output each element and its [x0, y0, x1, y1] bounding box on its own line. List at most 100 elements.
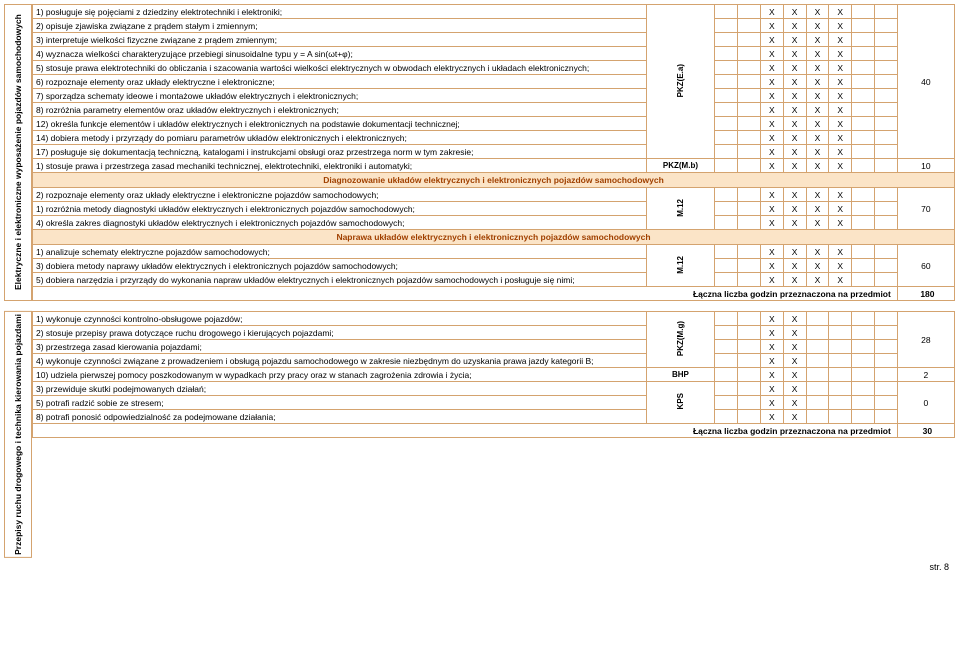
grid-cell: X [806, 117, 829, 131]
grid-cell [738, 396, 761, 410]
grid-cell: X [783, 354, 806, 368]
criteria-text: 2) stosuje przepisy prawa dotyczące ruch… [33, 326, 647, 340]
grid-cell: X [806, 33, 829, 47]
grid-cell: X [829, 131, 852, 145]
grid-cell [806, 340, 829, 354]
grid-cell [875, 382, 898, 396]
grid-cell [852, 131, 875, 145]
grid-cell [715, 259, 738, 273]
grid-cell [852, 89, 875, 103]
grid-cell [875, 396, 898, 410]
grid-cell [875, 216, 898, 230]
grid-cell [715, 340, 738, 354]
criteria-text: 5) stosuje prawa elektrotechniki do obli… [33, 61, 647, 75]
grid-cell: X [760, 273, 783, 287]
code-m12-b: M.12 [646, 245, 715, 287]
grid-cell [875, 326, 898, 340]
criteria-text: 7) sporządza schematy ideowe i montażowe… [33, 89, 647, 103]
grid-cell: X [806, 75, 829, 89]
grid-cell [715, 188, 738, 202]
criteria-text: 1) wykonuje czynności kontrolno-obsługow… [33, 312, 647, 326]
grid-cell: X [760, 410, 783, 424]
grid-cell: X [783, 19, 806, 33]
code-pkz-ea: PKZ(E.a) [646, 5, 715, 159]
criteria-text: 14) dobiera metody i przyrządy do pomiar… [33, 131, 647, 145]
criteria-text: 2) rozpoznaje elementy oraz układy elekt… [33, 188, 647, 202]
grid-cell: X [783, 259, 806, 273]
criteria-text: 3) dobiera metody naprawy układów elektr… [33, 259, 647, 273]
grid-cell [875, 340, 898, 354]
grid-cell [875, 410, 898, 424]
section-header-diag: Diagnozowanie układów elektrycznych i el… [33, 173, 955, 188]
grid-cell: X [760, 354, 783, 368]
grid-cell [738, 340, 761, 354]
criteria-text: 5) potrafi radzić sobie ze stresem; [33, 396, 647, 410]
grid-cell [852, 259, 875, 273]
grid-cell: X [783, 75, 806, 89]
grid-cell: X [760, 188, 783, 202]
grid-cell [738, 216, 761, 230]
grid-cell [715, 5, 738, 19]
grid-cell [715, 312, 738, 326]
grid-cell [738, 273, 761, 287]
grid-cell: X [783, 131, 806, 145]
grid-cell [806, 326, 829, 340]
grid-cell [738, 117, 761, 131]
grid-cell [715, 33, 738, 47]
criteria-text: 8) rozróżnia parametry elementów oraz uk… [33, 103, 647, 117]
grid-cell [852, 354, 875, 368]
grid-cell [715, 326, 738, 340]
criteria-text: 10) udziela pierwszej pomocy poszkodowan… [33, 368, 647, 382]
grid-cell [738, 410, 761, 424]
grid-cell [852, 410, 875, 424]
grid-cell [715, 368, 738, 382]
grid-cell: X [829, 89, 852, 103]
grid-cell: X [829, 103, 852, 117]
grid-cell: X [783, 410, 806, 424]
criteria-text: 3) przewiduje skutki podejmowanych dział… [33, 382, 647, 396]
grid-cell [852, 245, 875, 259]
criteria-text: 3) interpretuje wielkości fizyczne związ… [33, 33, 647, 47]
grid-cell [715, 103, 738, 117]
block-electrical: Elektryczne i elektroniczne wyposażenie … [4, 4, 955, 301]
grid-cell [738, 326, 761, 340]
grid-cell [875, 259, 898, 273]
grid-cell [715, 145, 738, 159]
code-m12: M.12 [646, 188, 715, 230]
grid-cell [852, 216, 875, 230]
grid-cell [829, 312, 852, 326]
criteria-text: 1) rozróżnia metody diagnostyki układów … [33, 202, 647, 216]
grid-cell [875, 202, 898, 216]
grid-cell: X [829, 216, 852, 230]
grid-cell: X [760, 5, 783, 19]
grid-cell [738, 259, 761, 273]
grid-cell: X [783, 61, 806, 75]
criteria-text: 8) potrafi ponosić odpowiedzialność za p… [33, 410, 647, 424]
grid-cell [738, 202, 761, 216]
criteria-text: 12) określa funkcje elementów i układów … [33, 117, 647, 131]
grid-cell [806, 410, 829, 424]
grid-cell [852, 75, 875, 89]
grid-cell [715, 131, 738, 145]
grid-cell [829, 396, 852, 410]
grid-cell [852, 396, 875, 410]
grid-cell: X [783, 103, 806, 117]
grid-cell [852, 326, 875, 340]
grid-cell [852, 159, 875, 173]
grid-cell: X [806, 245, 829, 259]
code-pkz-mg: PKZ(M.g) [646, 312, 715, 368]
criteria-text: 1) posługuje się pojęciami z dziedziny e… [33, 5, 647, 19]
grid-cell: X [829, 159, 852, 173]
grid-cell: X [760, 47, 783, 61]
grid-cell: X [829, 19, 852, 33]
code-pkz-mb: PKZ(M.b) [646, 159, 715, 173]
grid-cell: X [783, 326, 806, 340]
grid-cell: X [783, 145, 806, 159]
grid-cell [829, 340, 852, 354]
grid-cell: X [806, 103, 829, 117]
grid-cell [852, 368, 875, 382]
grid-cell [875, 131, 898, 145]
grid-cell: X [760, 326, 783, 340]
grid-cell [852, 19, 875, 33]
grid-cell [875, 145, 898, 159]
